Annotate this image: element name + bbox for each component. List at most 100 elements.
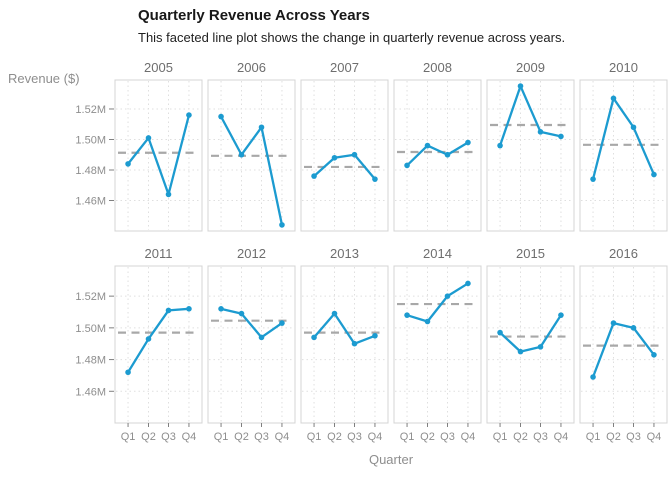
x-tick-label: Q3 [254, 431, 269, 443]
y-tick-label: 1.50M [75, 134, 106, 146]
data-point-Q2 [610, 95, 617, 102]
data-point-Q4 [279, 320, 285, 326]
facet-panel [300, 265, 389, 424]
facet-2011: 2011 Q1 Q2 Q3 Q4 [114, 246, 203, 443]
facet-2013: 2013 Q1 Q2 Q3 Q4 [300, 246, 389, 443]
data-point-Q4 [651, 171, 657, 178]
data-point-Q2 [424, 318, 431, 325]
revenue-line [312, 153, 377, 181]
data-point-Q4 [651, 352, 657, 358]
data-point-Q3 [537, 344, 544, 350]
data-point-Q1 [404, 162, 410, 169]
data-point-Q3 [351, 151, 358, 158]
facet-strip-label: 2007 [330, 60, 359, 75]
data-point-Q3 [630, 325, 637, 331]
data-point-Q1 [404, 312, 410, 318]
data-point-Q2 [331, 154, 338, 161]
revenue-line [498, 84, 563, 147]
y-tick-label: 1.48M [75, 355, 106, 367]
data-point-Q4 [465, 280, 471, 287]
facet-panel [579, 79, 668, 232]
facet-panel [114, 265, 203, 424]
facet-strip-label: 2015 [516, 246, 545, 261]
y-tick-label: 1.48M [75, 165, 106, 177]
x-tick-label: Q1 [214, 431, 229, 443]
facet-2006: 2006 [207, 60, 296, 232]
x-tick-label: Q4 [647, 431, 662, 443]
facet-2016: 2016 Q1 Q2 Q3 Q4 [579, 246, 668, 443]
y-tick-label: 1.46M [75, 195, 106, 207]
data-point-Q2 [610, 320, 617, 326]
y-tick-label: 1.52M [75, 104, 106, 116]
data-point-Q1 [497, 142, 503, 149]
x-tick-label: Q4 [182, 431, 197, 443]
revenue-line [219, 307, 284, 339]
x-tick-label: Q1 [121, 431, 136, 443]
x-tick-label: Q2 [141, 431, 156, 443]
data-point-Q1 [218, 113, 224, 120]
facet-panel [207, 79, 296, 232]
y-tick-label: 1.50M [75, 323, 106, 335]
facet-panel [393, 265, 482, 424]
revenue-line [312, 312, 377, 345]
facet-panel [486, 265, 575, 424]
facet-strip-label: 2008 [423, 60, 452, 75]
data-point-Q2 [145, 135, 152, 141]
data-point-Q2 [517, 83, 524, 89]
facet-2012: 2012 Q1 Q2 Q3 Q4 [207, 246, 296, 443]
facet-2008: 2008 [393, 60, 482, 232]
data-point-Q2 [238, 310, 245, 317]
facet-2015: 2015 Q1 Q2 Q3 Q4 [486, 246, 575, 443]
x-tick-label: Q1 [493, 431, 508, 443]
facet-strip-label: 2013 [330, 246, 359, 261]
data-point-Q3 [444, 151, 451, 158]
facet-panel [393, 79, 482, 232]
data-point-Q4 [558, 133, 564, 140]
x-tick-label: Q3 [161, 431, 176, 443]
facet-panel [300, 79, 389, 232]
chart-title: Quarterly Revenue Across Years [138, 7, 370, 24]
data-point-Q1 [218, 306, 224, 312]
data-point-Q4 [186, 112, 192, 118]
data-point-Q4 [186, 306, 192, 312]
data-point-Q1 [497, 329, 503, 336]
x-tick-label: Q3 [533, 431, 548, 443]
data-point-Q1 [311, 334, 317, 341]
x-tick-label: Q2 [234, 431, 249, 443]
x-axis-title: Quarter [368, 452, 414, 467]
data-point-Q1 [590, 176, 596, 182]
data-point-Q4 [279, 222, 285, 228]
y-tick-label: 1.52M [75, 291, 106, 303]
data-point-Q1 [311, 173, 317, 179]
revenue-line [591, 321, 656, 379]
data-point-Q3 [165, 307, 172, 314]
data-point-Q1 [125, 161, 131, 167]
data-point-Q3 [537, 129, 544, 135]
facet-strip-label: 2009 [516, 60, 545, 75]
x-tick-label: Q4 [275, 431, 290, 443]
data-point-Q1 [125, 369, 131, 376]
x-tick-label: Q1 [307, 431, 322, 443]
facet-2014: 2014 Q1 Q2 Q3 Q4 [393, 246, 482, 443]
facet-panel [207, 265, 296, 424]
data-point-Q1 [590, 374, 596, 380]
x-tick-label: Q1 [586, 431, 601, 443]
facet-strip-label: 2011 [145, 246, 173, 261]
data-point-Q4 [558, 312, 564, 318]
data-point-Q3 [258, 124, 265, 131]
data-point-Q2 [424, 142, 431, 149]
x-tick-label: Q2 [420, 431, 435, 443]
revenue-line [591, 97, 656, 181]
facet-2009: 2009 [486, 60, 575, 232]
data-point-Q3 [630, 124, 637, 131]
revenue-line [405, 141, 470, 167]
facet-2007: 2007 [300, 60, 389, 232]
revenue-line [126, 307, 191, 374]
x-tick-label: Q4 [461, 431, 476, 443]
data-point-Q2 [238, 151, 245, 158]
facet-2010: 2010 [579, 60, 668, 232]
data-point-Q2 [145, 336, 152, 342]
facet-strip-label: 2012 [237, 246, 266, 261]
